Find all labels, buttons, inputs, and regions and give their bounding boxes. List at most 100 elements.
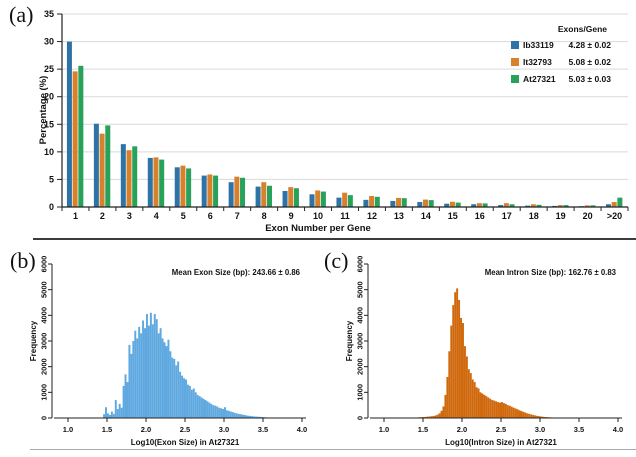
bar-It32793-cat7 bbox=[234, 176, 240, 207]
hist-bin bbox=[462, 323, 464, 418]
bar-It32793-cat14 bbox=[423, 199, 429, 207]
y-tick-label: 1000 bbox=[40, 384, 49, 401]
bar-At27321-cat4 bbox=[159, 159, 165, 207]
hist-bin bbox=[144, 328, 146, 418]
hist-bin bbox=[159, 328, 162, 418]
hist-bin bbox=[538, 416, 540, 418]
hist-bin bbox=[432, 415, 435, 418]
hist-bin bbox=[120, 407, 123, 418]
hist-bin bbox=[436, 414, 439, 418]
bar-It32793-cat8 bbox=[261, 182, 267, 207]
hist-bin bbox=[434, 415, 437, 418]
hist-bin bbox=[239, 414, 242, 418]
y-tick-label: 25 bbox=[44, 64, 54, 74]
hist-bin bbox=[233, 412, 236, 418]
bar-At27321-cat18 bbox=[536, 204, 542, 207]
hist-bin bbox=[175, 365, 178, 418]
x-tick-label: 4.0 bbox=[613, 425, 623, 434]
hist-bin bbox=[235, 413, 238, 418]
hist-bin bbox=[253, 416, 256, 418]
hist-bin bbox=[183, 378, 185, 418]
hist-bin bbox=[188, 385, 191, 418]
hist-bin bbox=[528, 413, 531, 418]
hist-bin bbox=[241, 414, 244, 418]
x-tick-label: 5 bbox=[181, 211, 186, 221]
chart-c-y-axis-title: Frequency bbox=[345, 320, 354, 361]
x-tick-label: 12 bbox=[367, 211, 377, 221]
hist-bin bbox=[526, 413, 529, 418]
hist-bin bbox=[136, 338, 139, 418]
bar-At27321-cat10 bbox=[320, 191, 326, 207]
x-tick-label: 17 bbox=[502, 211, 512, 221]
chart-c-x-axis-title: Log10(Intron Size) in At27321 bbox=[445, 438, 557, 447]
y-tick-label: 35 bbox=[44, 9, 54, 19]
hist-bin bbox=[514, 408, 517, 418]
x-tick-label: 9 bbox=[289, 211, 294, 221]
bar-Ib33119-cat17 bbox=[498, 205, 504, 207]
chart-b-y-axis-title: Frequency bbox=[29, 320, 38, 361]
mean-exon-size-annotation: Mean Exon Size (bp): 243.66 ± 0.86 bbox=[172, 268, 301, 277]
x-tick-label: 3.5 bbox=[574, 425, 584, 434]
hist-bin bbox=[224, 407, 226, 418]
hist-bin bbox=[541, 416, 544, 418]
hist-bin bbox=[153, 314, 156, 418]
hist-bin bbox=[448, 351, 451, 418]
hist-bin bbox=[206, 401, 209, 418]
hist-bin bbox=[103, 414, 106, 418]
hist-bin bbox=[430, 416, 433, 418]
x-tick-label: 1 bbox=[73, 211, 78, 221]
x-tick-label: 15 bbox=[448, 211, 458, 221]
bar-At27321-cat13 bbox=[401, 198, 407, 207]
hist-bin bbox=[504, 403, 507, 418]
chart-b-x-axis-title: Log10(Exon Size) in At27321 bbox=[131, 438, 240, 447]
y-tick-label: 0 bbox=[40, 416, 49, 420]
bar-Ib33119-cat10 bbox=[309, 194, 315, 207]
hist-bin bbox=[442, 406, 445, 418]
hist-bin bbox=[112, 413, 115, 418]
hist-bin bbox=[138, 326, 141, 418]
hist-bin bbox=[146, 314, 148, 418]
x-tick-label: 16 bbox=[475, 211, 485, 221]
hist-bin bbox=[446, 376, 449, 418]
bar-At27321-cat15 bbox=[455, 202, 461, 207]
hist-bin bbox=[530, 414, 533, 418]
hist-bin bbox=[212, 405, 215, 418]
y-tick-label: 4000 bbox=[40, 307, 49, 324]
bar-It32793-cat5 bbox=[180, 165, 186, 207]
hist-bin bbox=[196, 394, 199, 418]
bar-Ib33119-cat8 bbox=[255, 186, 261, 207]
hist-bin bbox=[190, 389, 193, 418]
intron-size-histogram: Mean Intron Size (bp): 162.76 ± 0.83 Log… bbox=[345, 256, 623, 447]
x-tick-label: 4.0 bbox=[297, 425, 307, 434]
bar-Ib33119-cat15 bbox=[444, 203, 450, 207]
hist-bin bbox=[128, 344, 131, 418]
x-tick-label: 3.5 bbox=[258, 425, 268, 434]
figure-bottom-line bbox=[30, 449, 636, 450]
bar-Ib33119-cat11 bbox=[336, 197, 342, 207]
bar-Ib33119-cat6 bbox=[201, 175, 207, 207]
hist-bin bbox=[169, 351, 172, 418]
hist-bin bbox=[229, 411, 232, 418]
hist-bin bbox=[532, 414, 535, 418]
y-tick-label: 3000 bbox=[40, 333, 49, 350]
legend-series-value: 5.08 ± 0.02 bbox=[568, 56, 611, 67]
hist-bin bbox=[424, 416, 427, 418]
legend-swatch-green bbox=[511, 74, 519, 83]
legend-series-name: It32793 bbox=[523, 56, 552, 67]
hist-bin bbox=[454, 292, 457, 418]
hist-bin bbox=[225, 410, 228, 418]
bar-It32793-cat9 bbox=[288, 187, 294, 207]
hist-bin bbox=[231, 412, 234, 418]
bar-At27321-cat7 bbox=[240, 177, 246, 207]
y-tick-label: 0 bbox=[49, 202, 54, 212]
hist-bin bbox=[491, 400, 494, 418]
bar-At27321-cat>20 bbox=[617, 197, 623, 207]
legend-title: Exons/Gene bbox=[557, 24, 607, 34]
y-tick-label: 5 bbox=[49, 174, 54, 184]
hist-bin bbox=[177, 361, 180, 418]
y-tick-label: 4000 bbox=[356, 307, 365, 324]
x-tick-label: 3 bbox=[127, 211, 132, 221]
x-tick-label: 3.0 bbox=[535, 425, 545, 434]
x-tick-label: 2 bbox=[100, 211, 105, 221]
